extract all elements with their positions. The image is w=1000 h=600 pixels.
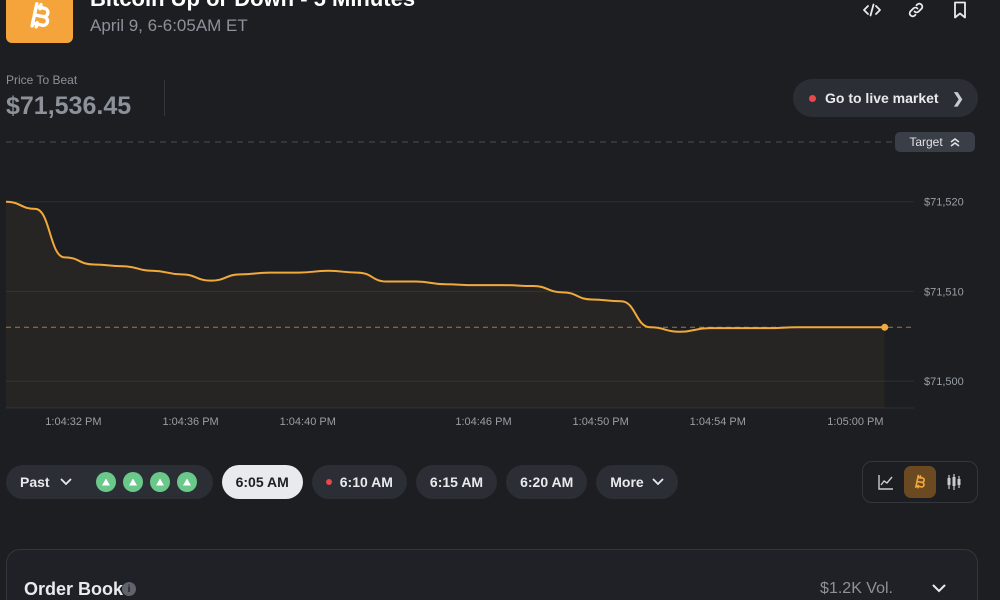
time-slot-620[interactable]: 6:20 AM bbox=[506, 465, 588, 499]
x-tick-label: 1:04:50 PM bbox=[573, 416, 629, 428]
result-up-icon bbox=[176, 472, 197, 492]
market-subtitle: April 9, 6-6:05AM ET bbox=[90, 16, 248, 35]
past-dropdown[interactable]: Past bbox=[6, 465, 213, 499]
live-dot-icon bbox=[325, 479, 332, 485]
time-slot-label: 6:15 AM bbox=[429, 474, 484, 490]
line-chart-icon bbox=[878, 475, 893, 490]
target-label: Target bbox=[909, 135, 943, 149]
divider bbox=[164, 80, 165, 116]
bitcoin-view-button[interactable] bbox=[904, 466, 936, 498]
past-results bbox=[95, 472, 197, 492]
time-slot-610[interactable]: 6:10 AM bbox=[311, 465, 407, 499]
header-actions bbox=[862, 0, 970, 20]
chevrons-up-icon bbox=[950, 138, 960, 147]
embed-code-icon[interactable] bbox=[862, 0, 882, 20]
live-dot-icon bbox=[809, 94, 816, 102]
more-label: More bbox=[610, 474, 644, 490]
time-selector: Past 6:05 AM 6:10 AM 6:15 AM 6:20 AM Mor… bbox=[6, 465, 678, 499]
live-market-label: Go to live market bbox=[825, 90, 939, 106]
past-label: Past bbox=[20, 474, 50, 490]
chevron-right-icon: ❯ bbox=[952, 89, 964, 106]
order-book-volume: $1.2K Vol. bbox=[820, 580, 893, 597]
y-tick-label: $71,500 bbox=[924, 376, 964, 388]
market-title: Bitcoin Up or Down - 5 Minutes bbox=[90, 0, 415, 12]
x-tick-label: 1:04:32 PM bbox=[45, 416, 101, 428]
candlestick-icon bbox=[947, 474, 961, 490]
result-up-icon bbox=[149, 472, 170, 492]
result-up-icon bbox=[122, 472, 143, 492]
price-to-beat-label: Price To Beat bbox=[6, 73, 78, 87]
current-price-dot bbox=[881, 323, 889, 331]
price-to-beat-value: $71,536.45 bbox=[6, 92, 132, 120]
x-tick-label: 1:04:54 PM bbox=[690, 416, 746, 428]
price-area bbox=[6, 201, 885, 408]
time-slot-label: 6:05 AM bbox=[235, 474, 289, 490]
line-chart-view-button[interactable] bbox=[870, 466, 902, 498]
bitcoin-logo bbox=[6, 0, 73, 43]
x-tick-label: 1:04:46 PM bbox=[455, 416, 511, 428]
candlestick-view-button[interactable] bbox=[938, 466, 970, 498]
chevron-down-icon bbox=[60, 478, 71, 486]
price-chart[interactable]: $71,520 $71,510 $71,500 1:04:32 PM 1:04:36 P… bbox=[0, 130, 1000, 440]
bitcoin-icon bbox=[29, 2, 50, 29]
y-tick-label: $71,520 bbox=[924, 197, 964, 209]
time-slot-605[interactable]: 6:05 AM bbox=[221, 465, 303, 499]
bitcoin-icon bbox=[914, 474, 925, 489]
target-badge[interactable]: Target bbox=[895, 132, 975, 152]
more-dropdown[interactable]: More bbox=[596, 465, 678, 499]
x-tick-label: 1:04:36 PM bbox=[162, 416, 218, 428]
x-tick-label: 1:04:40 PM bbox=[280, 416, 336, 428]
time-slot-label: 6:10 AM bbox=[339, 474, 393, 490]
link-icon[interactable] bbox=[906, 0, 926, 20]
time-slot-615[interactable]: 6:15 AM bbox=[415, 465, 498, 499]
chart-view-switch bbox=[862, 461, 978, 503]
x-tick-label: 1:05:00 PM bbox=[827, 416, 883, 428]
time-slot-label: 6:20 AM bbox=[520, 474, 574, 490]
result-up-icon bbox=[95, 472, 116, 492]
chevron-down-icon bbox=[652, 478, 664, 486]
go-to-live-market-button[interactable]: Go to live market ❯ bbox=[793, 79, 978, 117]
y-tick-label: $71,510 bbox=[924, 286, 964, 298]
bookmark-icon[interactable] bbox=[950, 0, 970, 20]
order-book-title: Order Book bbox=[24, 579, 124, 599]
chevron-down-icon[interactable] bbox=[931, 580, 947, 596]
order-book-panel[interactable]: Order Book i $1.2K Vol. bbox=[6, 549, 978, 600]
info-icon[interactable]: i bbox=[122, 582, 136, 596]
